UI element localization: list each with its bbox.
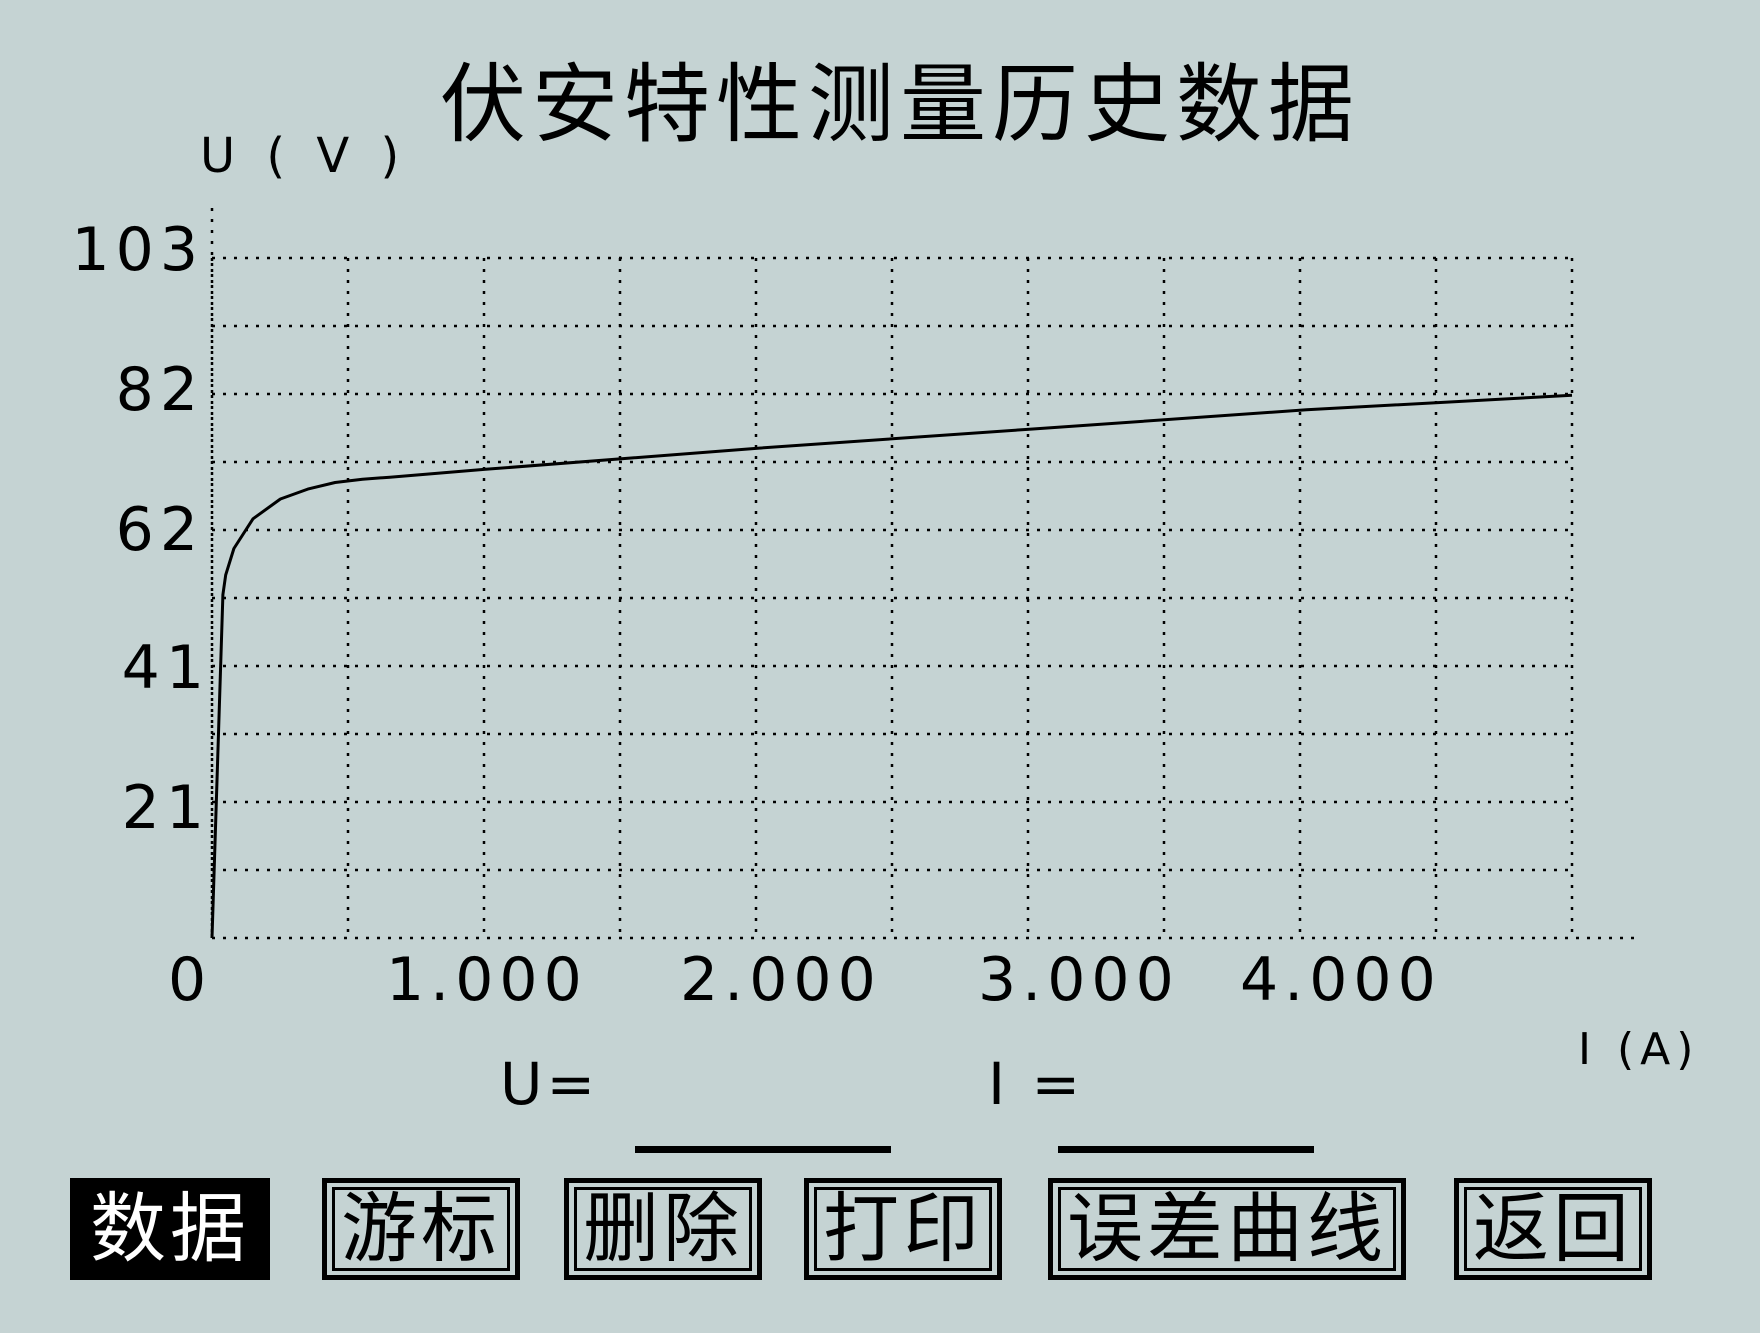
series-line-0 (210, 393, 1573, 939)
print-button-label: 打印 (814, 1187, 992, 1271)
data-button-label: 数据 (90, 1184, 250, 1273)
y-tick-label: 82 (115, 355, 204, 425)
delete-button-label: 删除 (574, 1187, 752, 1271)
cursor-button-label: 游标 (332, 1187, 510, 1271)
back-button[interactable]: 返回 (1454, 1178, 1652, 1280)
delete-button[interactable]: 删除 (564, 1178, 762, 1280)
x-tick-label: 3.000 (978, 945, 1180, 1015)
u-readout-label: U= (500, 1050, 600, 1118)
page-title: 伏安特性测量历史数据 (440, 55, 1360, 155)
error-curve-button[interactable]: 误差曲线 (1048, 1178, 1406, 1280)
x-tick-label: 0 (168, 945, 213, 1015)
y-tick-label: 103 (71, 215, 204, 285)
x-axis-label: I (A) (1578, 1024, 1700, 1075)
cursor-button[interactable]: 游标 (322, 1178, 520, 1280)
y-tick-label: 21 (121, 773, 210, 843)
x-tick-label: 2.000 (680, 945, 882, 1015)
print-button[interactable]: 打印 (804, 1178, 1002, 1280)
i-readout-label: I = (988, 1050, 1085, 1118)
x-tick-label: 4.000 (1240, 945, 1442, 1015)
x-tick-label: 1.000 (386, 945, 588, 1015)
error-curve-button-label: 误差曲线 (1058, 1187, 1396, 1271)
i-readout-underline (1058, 1146, 1314, 1153)
y-axis-label: U ( V ) (200, 128, 408, 184)
data-button[interactable]: 数据 (70, 1178, 270, 1280)
back-button-label: 返回 (1464, 1187, 1642, 1271)
y-tick-label: 41 (121, 633, 210, 703)
y-tick-label: 62 (115, 495, 204, 565)
u-readout-underline (635, 1146, 891, 1153)
